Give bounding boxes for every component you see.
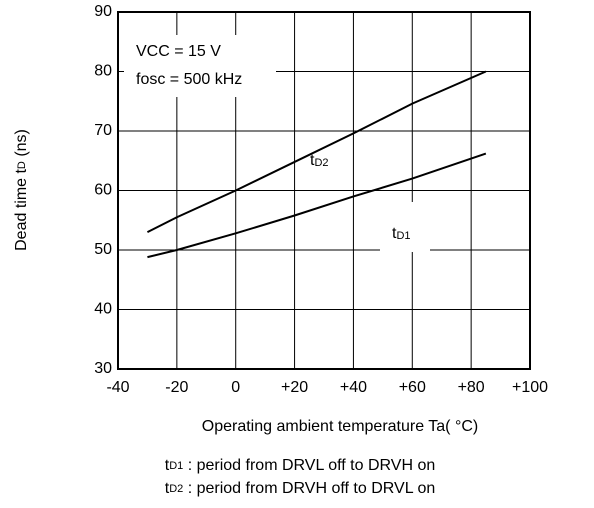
x-tick-label: -40 [106,379,129,396]
annotation-box [124,35,276,97]
series-label: tD1 [392,225,411,242]
y-axis-title-main: Dead time t [13,169,30,251]
x-tick-label: 0 [231,379,240,396]
footnote-sub: D2 [169,483,183,495]
y-axis-title-unit: (ns) [13,129,30,161]
x-tick-label: +60 [399,379,426,396]
footnote-main: t [165,480,170,497]
label-box [380,202,430,252]
x-tick-label: +40 [340,379,367,396]
x-tick-label: +80 [458,379,485,396]
footnote: tD2 : period from DRVH off to DRVL on [165,480,435,497]
x-axis-title: Operating ambient temperature Ta( °C) [202,418,478,435]
annotation: fosc = 500 kHz [136,71,242,88]
line-series [147,152,487,259]
annotation: VCC = 15 V [136,43,221,60]
y-axis-title: Dead time tD (ns) [13,129,30,251]
y-tick-label: 90 [94,3,112,20]
y-tick-label: 60 [94,182,112,199]
y-tick-label: 30 [94,360,112,377]
x-tick-label: +100 [512,379,548,396]
series-label-sub: D1 [396,230,410,242]
y-axis-title-sub: D [16,161,28,169]
footnote-sub: D1 [169,460,183,472]
y-tick-label: 70 [94,122,112,139]
x-tick-label: +20 [281,379,308,396]
y-tick-label: 80 [94,63,112,80]
footnote-text: : period from DRVH off to DRVL on [183,480,435,497]
plot-frame [117,11,531,370]
line-series [146,70,487,234]
y-tick-label: 50 [94,241,112,258]
x-tick-label: -20 [165,379,188,396]
series-label-main: t [392,225,397,242]
footnote-text: : period from DRVL off to DRVH on [183,457,435,474]
series-label-sub: D2 [314,157,328,169]
y-tick-label: 40 [94,301,112,318]
footnote: tD1 : period from DRVL off to DRVH on [165,457,435,474]
series-label-main: t [310,152,315,169]
footnote-main: t [165,457,170,474]
series-label: tD2 [310,152,329,169]
